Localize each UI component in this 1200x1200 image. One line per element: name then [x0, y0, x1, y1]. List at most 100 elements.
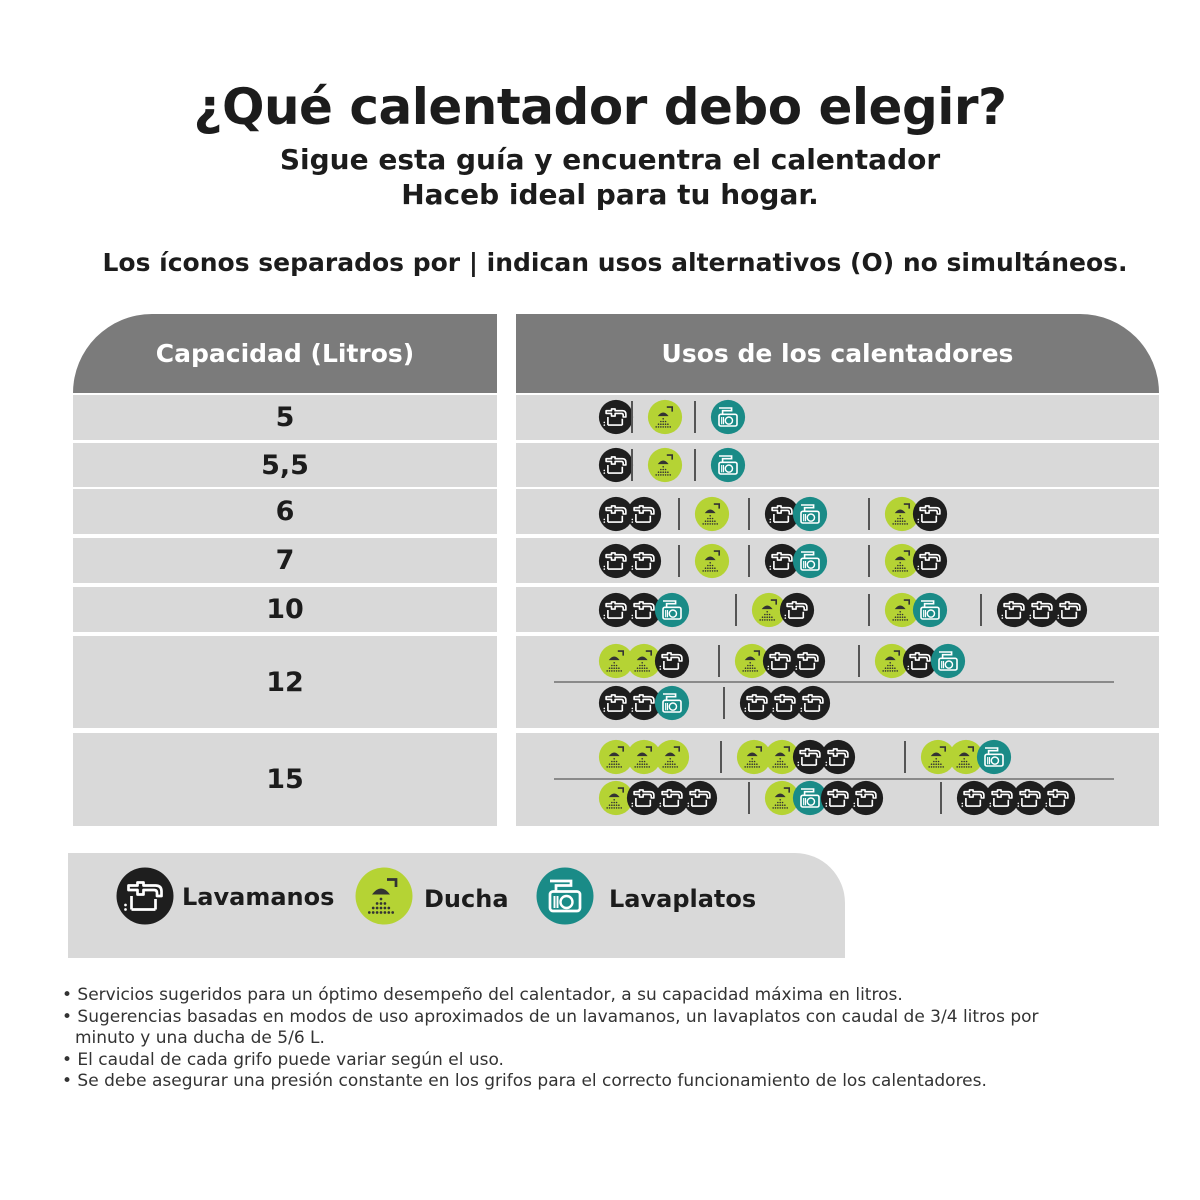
- usage-combination: [631, 399, 683, 435]
- lavamanos-icon: [767, 685, 803, 721]
- lavamanos-icon: [115, 866, 175, 926]
- capacity-cell: 5,5: [73, 443, 497, 487]
- lavamanos-icon: [598, 592, 634, 628]
- lavamanos-icon: [626, 592, 662, 628]
- ducha-icon: [598, 780, 634, 816]
- uses-cell: [516, 538, 1159, 583]
- lavaplatos-icon: [710, 399, 746, 435]
- page-subtitle: Sigue esta guía y encuentra el calentado…: [0, 142, 1200, 212]
- lavamanos-icon: [1024, 592, 1060, 628]
- ducha-icon: [354, 866, 414, 926]
- ducha-icon: [598, 643, 634, 679]
- alternative-separator: [694, 401, 696, 433]
- uses-cell: [516, 733, 1159, 826]
- lavaplatos-icon: [930, 643, 966, 679]
- alternative-separator: [858, 645, 860, 677]
- lavamanos-icon: [626, 543, 662, 579]
- usage-combination: [631, 447, 683, 483]
- uses-cell: [516, 636, 1159, 728]
- alternative-separator: [735, 594, 737, 626]
- lavamanos-icon: [1012, 780, 1048, 816]
- usage-combination: [694, 447, 746, 483]
- lavamanos-icon: [902, 643, 938, 679]
- subtitle-line-2: Haceb ideal para tu hogar.: [401, 178, 819, 211]
- lavamanos-icon: [762, 643, 798, 679]
- lavamanos-icon: [956, 780, 992, 816]
- usage-combination: [748, 543, 828, 579]
- lavamanos-icon: [848, 780, 884, 816]
- ducha-icon: [647, 447, 683, 483]
- lavamanos-icon: [1052, 592, 1088, 628]
- alternative-separator: [718, 645, 720, 677]
- uses-cell: [516, 395, 1159, 440]
- ducha-icon: [884, 592, 920, 628]
- lavaplatos-icon: [792, 780, 828, 816]
- alternative-separator: [678, 545, 680, 577]
- lavaplatos-icon: [792, 496, 828, 532]
- alternative-separator: [868, 498, 870, 530]
- capacity-cell: 6: [73, 489, 497, 534]
- usage-combination: [598, 643, 690, 679]
- ducha-icon: [874, 643, 910, 679]
- footnote: • Sugerencias basadas en modos de uso ap…: [62, 1006, 1039, 1049]
- lavaplatos-icon: [912, 592, 948, 628]
- lavamanos-icon: [779, 592, 815, 628]
- lavamanos-icon: [764, 543, 800, 579]
- usage-combination: [598, 447, 634, 483]
- usage-combination: [598, 739, 690, 775]
- subtitle-line-1: Sigue esta guía y encuentra el calentado…: [279, 143, 941, 176]
- capacity-cell: 7: [73, 538, 497, 583]
- lavamanos-icon: [795, 685, 831, 721]
- lavamanos-icon: [820, 739, 856, 775]
- lavamanos-icon: [654, 643, 690, 679]
- lavamanos-icon: [598, 543, 634, 579]
- header-capacity: Capacidad (Litros): [73, 314, 497, 393]
- alternative-separator: [694, 449, 696, 481]
- ducha-icon: [884, 496, 920, 532]
- usage-combination: [598, 780, 718, 816]
- usage-combination: [748, 780, 884, 816]
- usage-combination: [678, 543, 730, 579]
- capacity-cell: 12: [73, 636, 497, 728]
- lavamanos-icon: [654, 780, 690, 816]
- ducha-icon: [694, 496, 730, 532]
- usage-combination: [678, 496, 730, 532]
- alternative-separator: [748, 498, 750, 530]
- legend: Lavamanos Ducha Lavaplatos: [68, 853, 845, 958]
- usage-combination: [940, 780, 1076, 816]
- alternative-separator: [940, 782, 942, 814]
- page-title: ¿Qué calentador debo elegir?: [193, 78, 1007, 136]
- ducha-icon: [884, 543, 920, 579]
- ducha-icon: [654, 739, 690, 775]
- ducha-icon: [598, 739, 634, 775]
- legend-label-ducha: Ducha: [424, 885, 509, 913]
- lavaplatos-icon: [792, 543, 828, 579]
- ducha-icon: [626, 739, 662, 775]
- lavamanos-icon: [682, 780, 718, 816]
- lavamanos-icon: [626, 685, 662, 721]
- ducha-icon: [764, 739, 800, 775]
- usage-combination: [694, 399, 746, 435]
- alternative-separator: [904, 741, 906, 773]
- alternative-separator: [748, 545, 750, 577]
- combination-separator: [554, 681, 1114, 683]
- legend-label-lavaplatos: Lavaplatos: [609, 885, 757, 913]
- alternative-separator: [980, 594, 982, 626]
- lavamanos-icon: [764, 496, 800, 532]
- uses-cell: [516, 443, 1159, 487]
- ducha-icon: [764, 780, 800, 816]
- ducha-icon: [647, 399, 683, 435]
- lavamanos-icon: [792, 739, 828, 775]
- lavaplatos-icon: [654, 592, 690, 628]
- usage-combination: [868, 496, 948, 532]
- usage-combination: [868, 543, 948, 579]
- usage-combination: [980, 592, 1088, 628]
- usage-combination: [723, 685, 831, 721]
- alternative-separator: [631, 401, 633, 433]
- combination-separator: [554, 778, 1114, 780]
- ducha-icon: [920, 739, 956, 775]
- header-uses: Usos de los calentadores: [516, 314, 1159, 393]
- capacity-cell: 10: [73, 587, 497, 632]
- ducha-icon: [948, 739, 984, 775]
- alternative-separator: [868, 545, 870, 577]
